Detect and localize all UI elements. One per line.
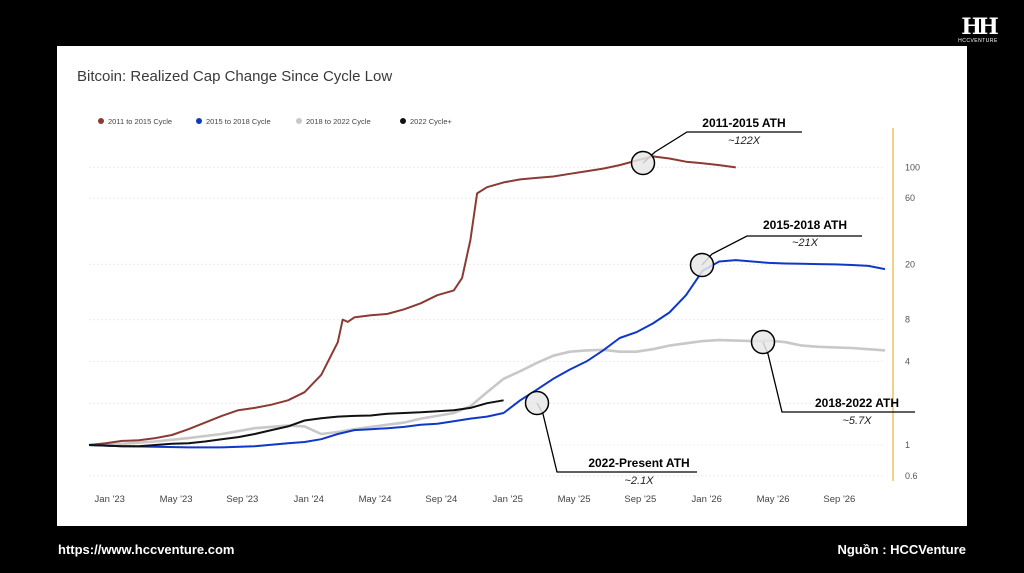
x-tick-label: May '24	[359, 494, 392, 505]
x-tick-label: May '25	[558, 494, 591, 505]
legend-marker	[196, 118, 202, 124]
legend-label: 2022 Cycle+	[410, 117, 453, 126]
chart-title: Bitcoin: Realized Cap Change Since Cycle…	[77, 68, 393, 85]
x-tick-label: Jan '26	[692, 494, 722, 505]
x-tick-label: Sep '25	[624, 494, 656, 505]
annotation-value: ~21X	[792, 237, 819, 249]
annotation-value: ~122X	[728, 135, 761, 147]
y-tick-label: 20	[905, 259, 915, 269]
x-tick-label: Jan '25	[493, 494, 523, 505]
series-line	[88, 338, 886, 447]
y-tick-label: 1	[905, 440, 910, 450]
y-tick-label: 0.6	[905, 471, 918, 481]
annotation-label: 2015-2018 ATH	[763, 218, 847, 232]
legend-label: 2015 to 2018 Cycle	[206, 117, 271, 126]
logo-text: HCCVENTURE	[958, 38, 998, 44]
ath-marker	[524, 390, 550, 416]
series-line	[88, 155, 736, 446]
website-link[interactable]: https://www.hccventure.com	[58, 542, 235, 557]
legend-marker	[400, 118, 406, 124]
annotation-value: ~5.7X	[842, 415, 872, 427]
x-tick-label: Jan '24	[294, 494, 324, 505]
brand-logo: HH HCCVENTURE	[958, 14, 999, 44]
x-tick-label: May '23	[160, 494, 193, 505]
chart-panel: Bitcoin: Realized Cap Change Since Cycle…	[57, 46, 967, 526]
ath-marker	[750, 329, 776, 355]
annotation-label: 2022-Present ATH	[588, 456, 689, 470]
x-tick-label: Sep '23	[226, 494, 258, 505]
y-tick-label: 4	[905, 356, 910, 366]
x-tick-label: May '26	[757, 494, 790, 505]
logo-mark: HH	[961, 14, 999, 40]
x-tick-label: Jan '23	[95, 494, 125, 505]
annotation-label: 2011-2015 ATH	[702, 116, 785, 130]
source-credit: Nguồn : HCCVenture	[837, 542, 966, 557]
y-tick-label: 100	[905, 162, 920, 172]
y-tick-label: 8	[905, 315, 910, 325]
chart-svg: 0.6 1 4 8 20 60 100 Jan '23 May '23 Sep '23 Jan '2…	[88, 116, 920, 505]
x-tick-label: Sep '26	[823, 494, 855, 505]
ath-marker	[630, 150, 656, 176]
x-tick-label: Sep '24	[425, 494, 457, 505]
legend-label: 2011 to 2015 Cycle	[108, 117, 172, 126]
y-tick-label: 60	[905, 193, 915, 203]
legend-label: 2018 to 2022 Cycle	[306, 117, 371, 126]
annotation-value: ~2.1X	[624, 475, 654, 487]
legend-marker	[296, 118, 302, 124]
ath-marker	[689, 252, 715, 278]
annotation-label: 2018-2022 ATH	[815, 396, 899, 410]
series-line	[88, 399, 504, 448]
series-line	[88, 259, 886, 449]
legend-marker	[98, 118, 104, 124]
